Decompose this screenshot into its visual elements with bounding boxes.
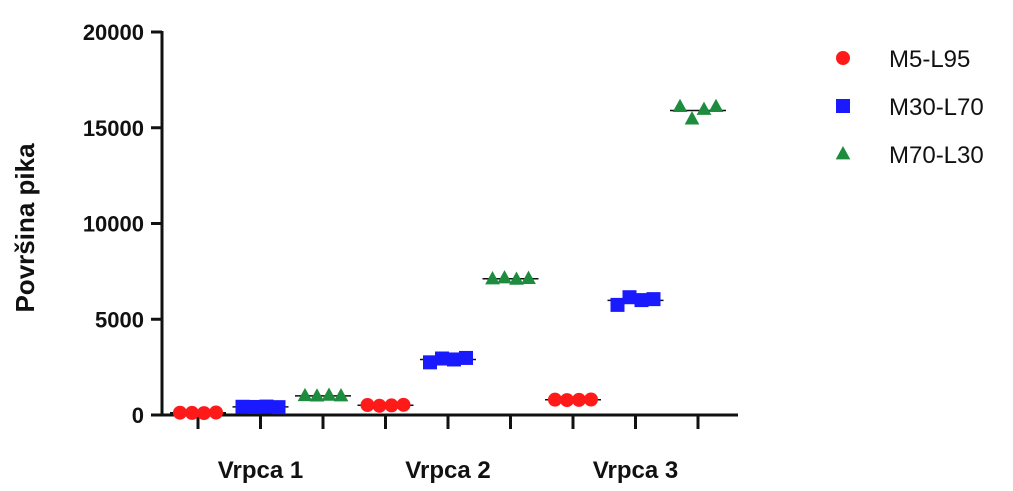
- data-point-square: [235, 399, 250, 414]
- data-point-triangle: [521, 270, 536, 284]
- data-point-triangle: [696, 101, 712, 115]
- data-point-triangle: [321, 387, 337, 401]
- data-point-square: [247, 399, 262, 414]
- data-point-circle: [185, 405, 199, 420]
- y-tick-label: 15000: [83, 116, 144, 141]
- data-point-circle: [384, 398, 399, 413]
- data-marks: [170, 98, 726, 421]
- y-axis-title: Površina pika: [10, 143, 40, 313]
- y-tick-label: 10000: [83, 212, 144, 237]
- x-category-label: Vrpca 1: [218, 457, 303, 484]
- data-point-triangle: [309, 388, 325, 402]
- x-category-label: Vrpca 3: [593, 457, 678, 484]
- data-point-triangle: [509, 271, 524, 285]
- x-category-label: Vrpca 2: [405, 457, 490, 484]
- data-point-circle: [396, 397, 411, 412]
- legend-marker-triangle: [835, 146, 851, 160]
- data-point-circle: [584, 392, 598, 407]
- data-point-square: [459, 350, 473, 365]
- y-tick-label: 0: [132, 403, 144, 428]
- y-tick-label: 20000: [83, 20, 144, 45]
- data-point-square: [423, 355, 437, 370]
- data-point-square: [622, 290, 637, 305]
- data-point-square: [634, 293, 649, 308]
- legend-marker-circle: [836, 51, 850, 65]
- data-point-triangle: [672, 98, 688, 113]
- data-point-triangle: [684, 111, 700, 125]
- legend-label: M30-L70: [889, 94, 984, 121]
- data-point-square: [435, 351, 449, 366]
- data-point-circle: [360, 398, 375, 413]
- data-point-circle: [548, 392, 562, 407]
- data-point-square: [259, 399, 274, 414]
- data-point-square: [610, 297, 625, 312]
- y-tick-label: 5000: [95, 307, 144, 332]
- legend-marker-square: [836, 99, 850, 113]
- legend-label: M5-L95: [889, 46, 970, 73]
- data-point-triangle: [708, 98, 724, 113]
- legend-label: M70-L30: [889, 142, 984, 169]
- data-point-triangle: [485, 271, 500, 285]
- data-point-circle: [197, 406, 211, 421]
- data-point-circle: [173, 405, 187, 420]
- legend: M5-L95 M30-L70 M70-L30: [835, 46, 984, 169]
- data-point-triangle: [497, 270, 512, 284]
- data-point-circle: [209, 405, 223, 420]
- data-point-square: [646, 292, 661, 307]
- data-point-square: [447, 352, 461, 367]
- data-point-circle: [372, 398, 387, 413]
- data-point-triangle: [297, 387, 313, 402]
- axes: 0 5000 10000 15000 20000 Vrpca 1 Vrpca 2 Vrpca …: [83, 20, 738, 484]
- data-point-circle: [572, 392, 586, 407]
- data-point-circle: [560, 393, 574, 408]
- data-point-square: [271, 400, 286, 415]
- data-point-triangle: [333, 388, 349, 402]
